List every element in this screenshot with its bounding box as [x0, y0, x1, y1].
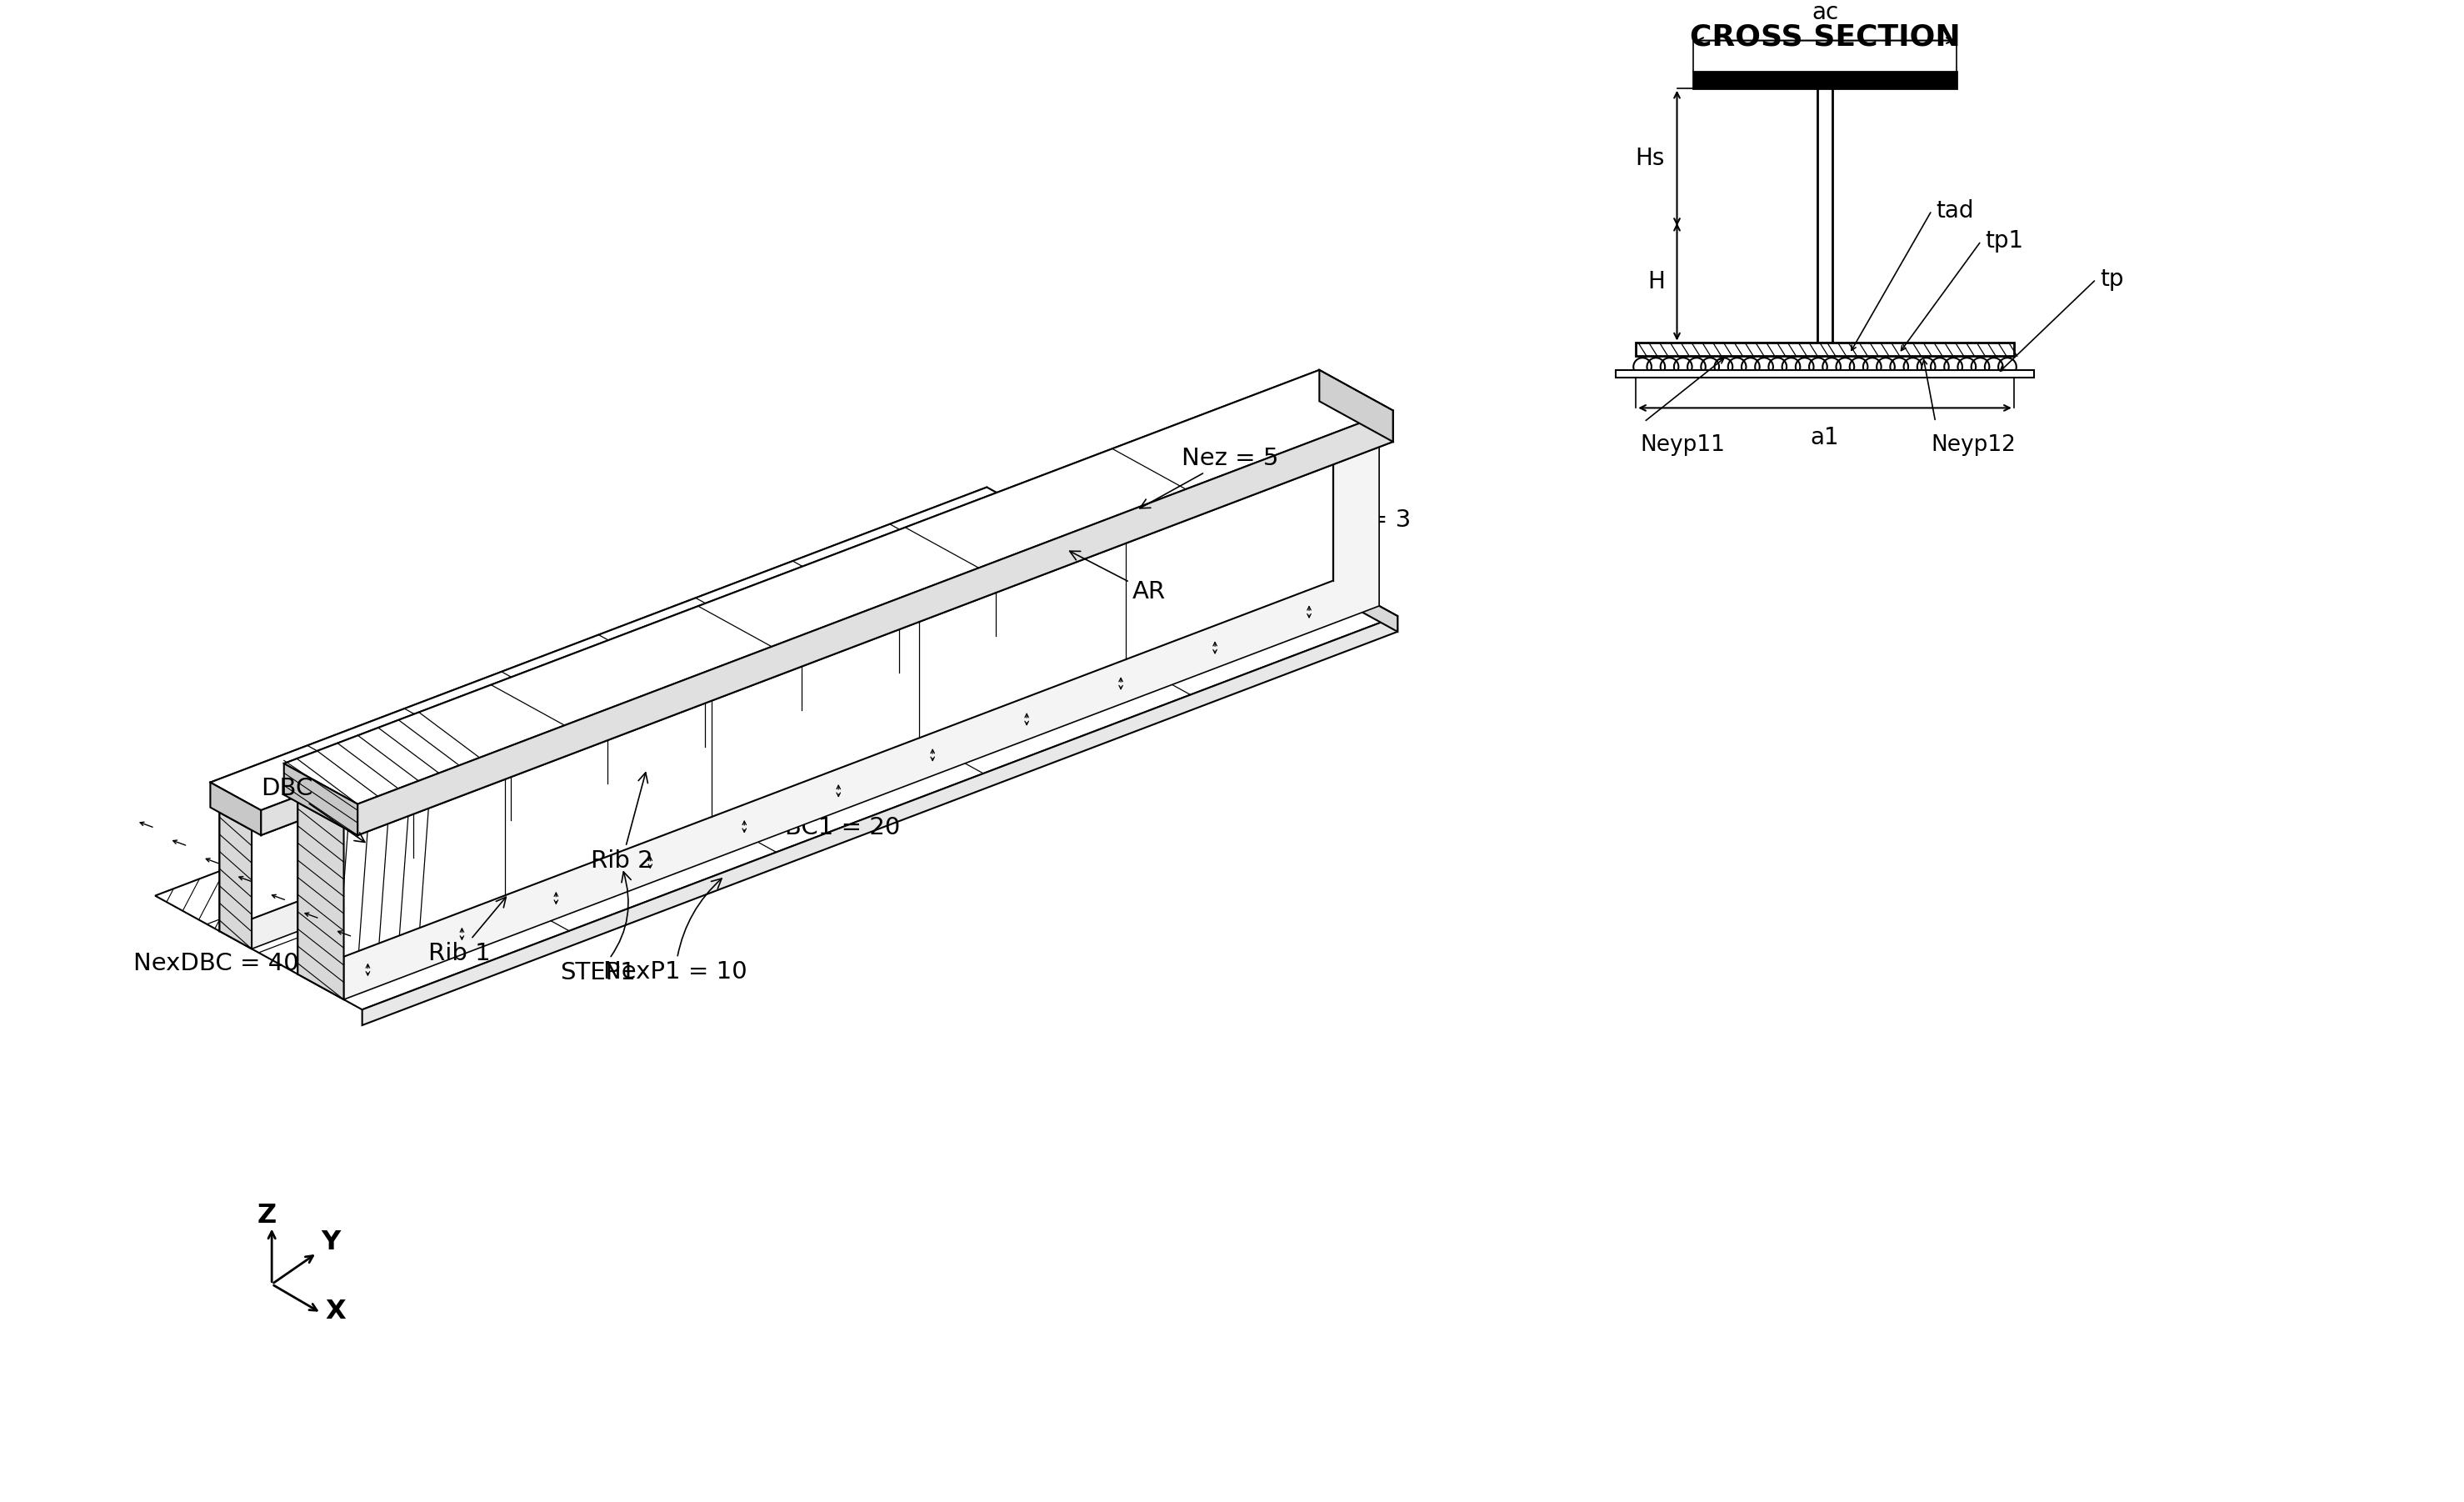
Polygon shape [209, 487, 1037, 835]
Text: NexDBC1 = 20: NexDBC1 = 20 [719, 816, 899, 840]
Text: NexDBC = 40: NexDBC = 40 [133, 952, 298, 975]
Bar [1616, 369, 2035, 377]
Polygon shape [219, 517, 995, 931]
Bar [1818, 89, 1833, 342]
Text: Neyp11: Neyp11 [1641, 434, 1725, 457]
Polygon shape [345, 434, 1380, 999]
Text: DBC: DBC [261, 777, 365, 843]
Polygon shape [261, 515, 1037, 835]
Text: STEP1: STEP1 [559, 871, 636, 984]
Text: H: H [1648, 270, 1666, 293]
Polygon shape [251, 535, 1027, 949]
Polygon shape [1318, 369, 1392, 442]
Text: tad: tad [1937, 198, 1974, 222]
Text: X: X [325, 1299, 345, 1325]
Text: a1: a1 [1811, 427, 1838, 449]
Polygon shape [1190, 502, 1397, 632]
Polygon shape [209, 487, 1037, 810]
Text: Neyp12: Neyp12 [1932, 434, 2016, 457]
Polygon shape [283, 763, 357, 835]
Polygon shape [219, 813, 251, 949]
Text: Rib 2: Rib 2 [591, 772, 653, 873]
Text: NeyAR = 2: NeyAR = 2 [823, 692, 956, 715]
Bar [1636, 342, 2013, 356]
Text: Y: Y [320, 1230, 340, 1256]
Polygon shape [362, 616, 1397, 1026]
Text: Neyi1 = 3: Neyi1 = 3 [1289, 509, 1412, 532]
Polygon shape [298, 802, 345, 999]
Text: Z: Z [256, 1203, 276, 1229]
Text: ac: ac [1811, 0, 1838, 24]
Polygon shape [209, 783, 261, 835]
Text: NexP1 = 10: NexP1 = 10 [604, 879, 747, 984]
Text: s: s [1207, 500, 1220, 524]
Text: tp: tp [2099, 267, 2124, 291]
Polygon shape [155, 502, 1397, 1009]
Text: CROSS SECTION: CROSS SECTION [1690, 23, 1961, 51]
Text: h1: h1 [1276, 499, 1308, 521]
Text: tp1: tp1 [1986, 230, 2023, 252]
Polygon shape [283, 369, 1392, 835]
Bar [1693, 72, 1956, 89]
Polygon shape [283, 369, 1392, 804]
Polygon shape [298, 403, 1380, 828]
Polygon shape [298, 409, 1333, 975]
Text: Hs: Hs [1636, 147, 1666, 170]
Text: AR: AR [1069, 551, 1165, 604]
Text: Nez = 5: Nez = 5 [1141, 446, 1279, 508]
Polygon shape [357, 410, 1392, 835]
Text: Rib 1: Rib 1 [429, 897, 505, 964]
